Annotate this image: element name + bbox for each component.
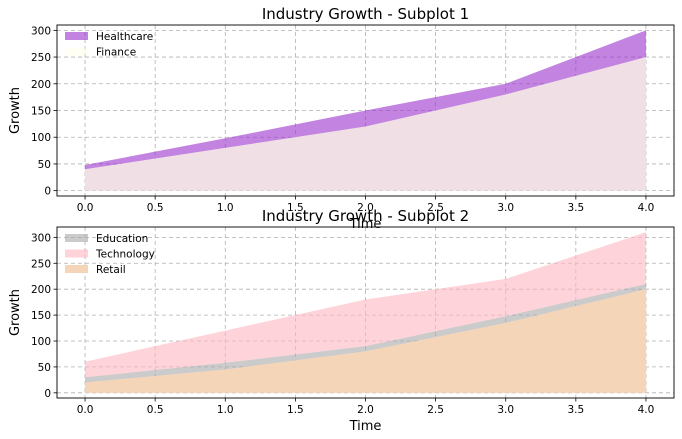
area-healthcare xyxy=(85,30,646,170)
x-tick-label: 3.5 xyxy=(567,404,584,416)
x-tick-label: 2.0 xyxy=(357,404,374,416)
x-tick-label: 4.0 xyxy=(638,404,655,416)
y-tick-label: 250 xyxy=(31,52,51,64)
legend-label-retail: Retail xyxy=(96,264,126,276)
subplot-1-xlabel: Time xyxy=(349,217,382,232)
subplot-2-areas xyxy=(85,232,646,393)
y-tick-label: 100 xyxy=(31,132,51,144)
subplot-2-legend: Education Technology Retail xyxy=(65,233,155,276)
subplot-1-legend: Healthcare Finance xyxy=(65,31,153,59)
x-tick-label: 1.0 xyxy=(217,202,234,214)
area-technology xyxy=(85,232,646,378)
legend-swatch-retail xyxy=(65,265,88,273)
area-education xyxy=(85,284,646,383)
y-tick-label: 50 xyxy=(38,362,51,374)
subplot-1-areas xyxy=(85,30,646,191)
legend-label-education: Education xyxy=(96,233,148,245)
x-tick-label: 4.0 xyxy=(638,202,655,214)
x-tick-label: 2.5 xyxy=(427,404,444,416)
legend-label-healthcare: Healthcare xyxy=(96,31,153,43)
x-tick-label: 2.5 xyxy=(427,202,444,214)
area-background xyxy=(85,57,646,191)
x-tick-label: 3.0 xyxy=(497,202,514,214)
y-tick-label: 100 xyxy=(31,336,51,348)
subplot-2-ticks: 0.0 0.5 1.0 1.5 2.0 2.5 3.0 3.5 4.0 0 50 100 150 200 2… xyxy=(31,232,654,416)
x-tick-label: 2.0 xyxy=(357,202,374,214)
legend-label-technology: Technology xyxy=(95,249,155,261)
x-tick-label: 1.5 xyxy=(287,404,304,416)
y-tick-label: 300 xyxy=(31,25,51,37)
subplot-1-title: Industry Growth - Subplot 1 xyxy=(262,5,469,23)
x-tick-label: 0.5 xyxy=(147,404,164,416)
area-finance xyxy=(85,57,646,191)
legend-swatch-finance xyxy=(65,47,88,56)
subplot-2-xlabel: Time xyxy=(349,419,382,434)
x-tick-label: 0.0 xyxy=(77,202,94,214)
x-tick-label: 0.0 xyxy=(77,404,94,416)
subplot-1-ylabel: Growth xyxy=(8,87,23,134)
subplot-1: 0.0 0.5 1.0 1.5 2.0 2.5 3.0 3.5 4.0 0 50 100 150 200 2… xyxy=(8,5,675,232)
x-tick-label: 3.5 xyxy=(567,202,584,214)
y-tick-label: 250 xyxy=(31,258,51,270)
y-tick-label: 300 xyxy=(31,232,51,244)
y-tick-label: 200 xyxy=(31,79,51,91)
legend-swatch-healthcare xyxy=(65,32,88,40)
y-tick-label: 150 xyxy=(31,106,51,118)
x-tick-label: 3.0 xyxy=(497,404,514,416)
y-tick-label: 0 xyxy=(44,388,51,400)
y-tick-label: 0 xyxy=(44,186,51,198)
subplot-2-title: Industry Growth - Subplot 2 xyxy=(262,207,469,225)
subplot-1-ticks: 0.0 0.5 1.0 1.5 2.0 2.5 3.0 3.5 4.0 0 50 100 150 200 2… xyxy=(31,25,654,214)
subplot-2: 0.0 0.5 1.0 1.5 2.0 2.5 3.0 3.5 4.0 0 50 100 150 200 2… xyxy=(8,207,675,434)
x-tick-label: 0.5 xyxy=(147,202,164,214)
legend-swatch-education xyxy=(65,234,88,242)
x-tick-label: 1.0 xyxy=(217,404,234,416)
legend-label-finance: Finance xyxy=(96,47,136,59)
y-tick-label: 150 xyxy=(31,310,51,322)
x-tick-label: 1.5 xyxy=(287,202,304,214)
legend-swatch-technology xyxy=(65,249,88,258)
y-tick-label: 200 xyxy=(31,284,51,296)
y-tick-label: 50 xyxy=(38,159,51,171)
area-retail xyxy=(85,289,646,393)
subplot-2-ylabel: Growth xyxy=(8,289,23,336)
